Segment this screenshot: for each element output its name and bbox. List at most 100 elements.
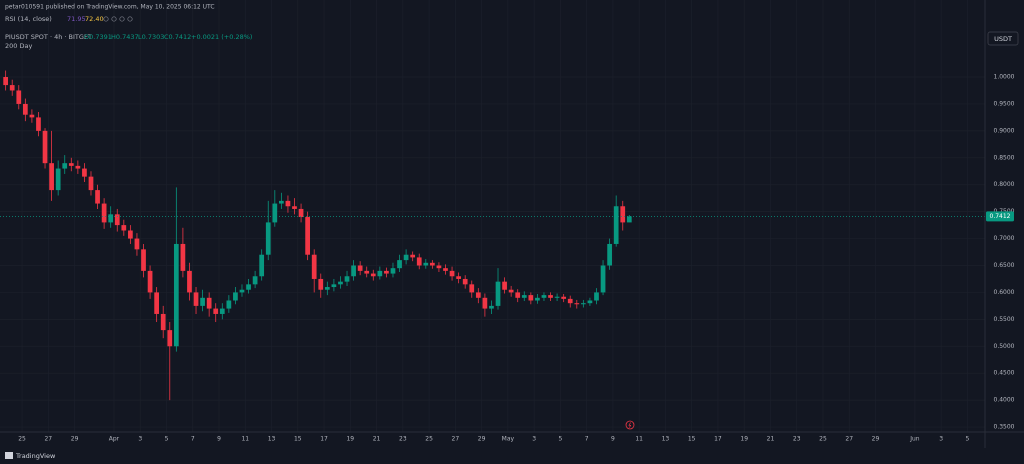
- candle-body: [42, 130, 48, 164]
- indicator-value: 72.40: [85, 15, 104, 23]
- candle-body: [36, 117, 41, 131]
- y-tick-label: 0.8500: [994, 154, 1015, 161]
- y-tick-label: 0.6500: [994, 262, 1015, 269]
- candle-body: [370, 273, 376, 277]
- candle-body: [265, 222, 271, 255]
- y-tick-label: 0.4000: [994, 397, 1015, 404]
- x-tick-label: 29: [872, 436, 880, 443]
- candle-body: [29, 114, 35, 118]
- events-bolt: [628, 422, 632, 428]
- y-tick-label: 1.0000: [994, 74, 1015, 81]
- candle-body: [567, 298, 573, 304]
- candle-body: [318, 278, 324, 290]
- x-tick-label: 3: [138, 436, 142, 443]
- x-tick-label: Jun: [909, 436, 920, 443]
- candle-body: [272, 203, 278, 223]
- candle-body: [331, 284, 337, 288]
- x-tick-label: 9: [217, 436, 221, 443]
- x-tick-label: 27: [44, 436, 52, 443]
- y-tick-label: 0.7000: [994, 235, 1015, 242]
- x-tick-label: 23: [793, 436, 801, 443]
- x-tick-label: 25: [819, 436, 827, 443]
- candle-body: [226, 300, 232, 309]
- candle-body: [384, 270, 389, 274]
- candle-body: [285, 200, 291, 207]
- candle-body: [528, 295, 534, 301]
- y-tick-label: 0.5000: [994, 343, 1015, 350]
- candle-body: [298, 208, 304, 218]
- y-tick-label: 0.5500: [994, 316, 1015, 323]
- y-tick-label: 0.8000: [994, 181, 1015, 188]
- x-tick-label: 17: [320, 436, 328, 443]
- candle-body: [502, 281, 507, 290]
- candle-body: [620, 206, 626, 223]
- candle-body: [580, 303, 586, 305]
- y-tick-label: 0.6000: [994, 289, 1015, 296]
- candle-body: [495, 281, 501, 306]
- candle-body: [3, 77, 9, 86]
- candle-body: [167, 330, 173, 347]
- candle-body: [108, 214, 114, 223]
- x-tick-label: 11: [241, 436, 249, 443]
- x-tick-label: 11: [635, 436, 643, 443]
- ohlc-close: C0.7412: [164, 33, 191, 41]
- candle-body: [436, 265, 442, 269]
- candle-body: [154, 292, 160, 314]
- indicator-value: 71.95: [67, 15, 86, 23]
- candle-body: [134, 238, 140, 250]
- candle-body: [68, 163, 74, 166]
- candle-body: [82, 168, 87, 177]
- x-tick-label: 15: [294, 436, 302, 443]
- candle-body: [49, 163, 54, 191]
- x-tick-label: 29: [478, 436, 486, 443]
- y-tick-label: 0.9500: [994, 100, 1015, 107]
- candle-body: [456, 276, 461, 279]
- candle-body: [403, 254, 409, 261]
- candle-body: [88, 176, 94, 191]
- x-tick-label: 3: [532, 436, 536, 443]
- candle-body: [279, 200, 284, 204]
- candle-body: [95, 190, 100, 204]
- x-tick-label: 7: [191, 436, 195, 443]
- candle-body: [541, 295, 547, 298]
- currency: USDT: [994, 35, 1012, 43]
- symbol: PIUSDT SPOT · 4h · BITGET: [5, 33, 92, 41]
- events-icon[interactable]: [625, 420, 635, 430]
- x-tick-label: 21: [373, 436, 381, 443]
- candle-body: [600, 265, 606, 293]
- x-tick-label: 27: [845, 436, 853, 443]
- candle-body: [206, 297, 212, 309]
- y-tick-label: 0.3500: [994, 424, 1015, 431]
- candle-body: [22, 103, 28, 115]
- x-tick-label: 19: [740, 436, 748, 443]
- candle-body: [587, 300, 593, 304]
- x-tick-label: 29: [71, 436, 79, 443]
- candle-body: [535, 297, 540, 301]
- x-tick-label: 3: [939, 436, 943, 443]
- candle-body: [128, 230, 133, 239]
- candle-body: [357, 265, 363, 271]
- candle-body: [324, 287, 330, 290]
- x-tick-label: 13: [268, 436, 276, 443]
- axis-labels: 0.3500 0.4000 0.4500 0.5000 0.5500 0.6000 0.65…: [18, 74, 1014, 443]
- ohlc-high: H0.7437: [111, 33, 139, 41]
- candle-body: [62, 163, 68, 169]
- candle-body: [9, 85, 15, 91]
- candle-body: [489, 305, 494, 309]
- candle-body: [397, 260, 402, 269]
- candle-body: [475, 292, 481, 298]
- candle-body: [259, 254, 265, 277]
- candle-body: [305, 217, 310, 255]
- x-tick-label: 15: [688, 436, 696, 443]
- candle-body: [233, 292, 238, 301]
- candle-body: [607, 243, 612, 266]
- candle-body: [213, 308, 219, 314]
- currency-box[interactable]: [987, 31, 1019, 46]
- ohlc-low: L0.7303: [138, 33, 164, 41]
- x-tick-label: 19: [346, 436, 354, 443]
- candle-body: [554, 296, 560, 298]
- candle-body: [292, 206, 297, 209]
- x-tick-label: May: [502, 436, 515, 443]
- candle-body: [364, 270, 370, 274]
- x-tick-label: 5: [965, 436, 969, 443]
